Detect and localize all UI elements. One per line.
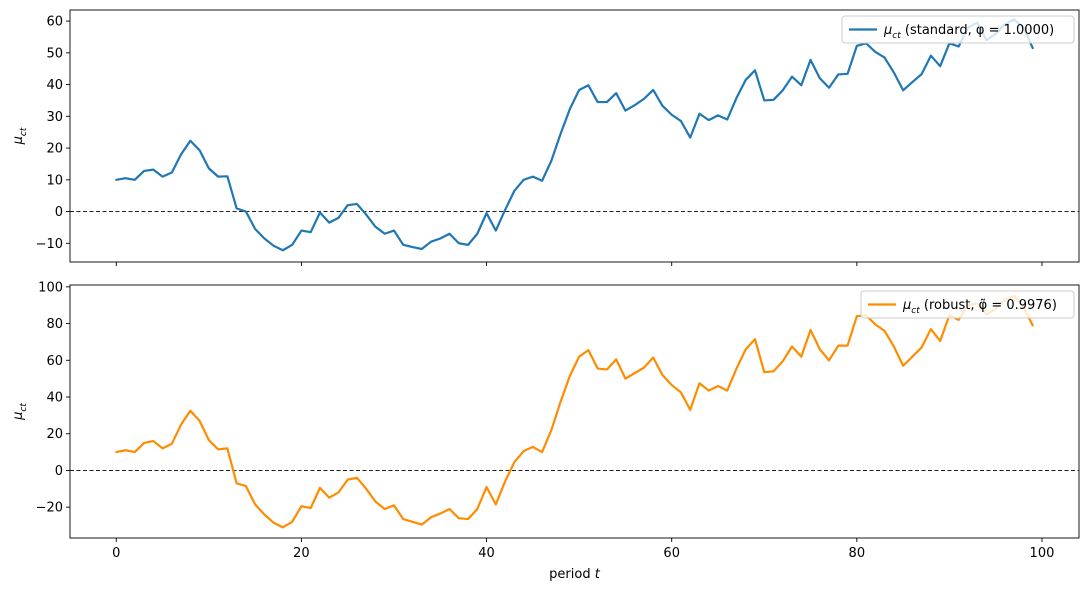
x-tick-label: 20: [293, 546, 310, 561]
axes-frame: [69, 9, 1080, 263]
y-tick-label: 50: [46, 46, 63, 61]
x-tick-label: 80: [849, 546, 866, 561]
legend: μct (robust, φ̃ = 0.9976): [860, 290, 1075, 319]
series-line-0: [115, 294, 1034, 529]
legend: μct (standard, φ = 1.0000): [841, 15, 1075, 44]
y-tick-label: 40: [46, 78, 63, 93]
y-tick-label: 30: [46, 110, 63, 125]
y-tick-label: 60: [46, 15, 63, 30]
legend-box: [860, 290, 1075, 319]
y-tick-label: 0: [55, 205, 63, 220]
x-axis-label: period t: [549, 567, 601, 582]
y-tick-label: 40: [46, 390, 63, 405]
bottom-panel: −20 0 20 40 60 80 100 0 20 40 60 80 100 μct period t μc…: [11, 280, 1080, 582]
y-tick-label: 60: [46, 354, 63, 369]
y-tick-label: 0: [55, 464, 63, 479]
x-tick-label: 40: [478, 546, 495, 561]
y-tick-label: −20: [36, 501, 63, 516]
y-axis-label: μct: [11, 403, 29, 421]
legend-entry-0: μct (standard, φ = 1.0000): [883, 23, 1054, 41]
y-tick-label: 100: [38, 280, 63, 295]
x-tick-label: 0: [112, 546, 120, 561]
x-tick-label: 60: [663, 546, 680, 561]
axes-frame: [69, 284, 1080, 539]
legend-entry-0: μct (robust, φ̃ = 0.9976): [902, 298, 1057, 316]
y-tick-label: 10: [46, 173, 63, 188]
y-axis-label: μct: [11, 127, 29, 145]
y-tick-label: −10: [36, 237, 63, 252]
y-tick-label: 80: [46, 317, 63, 332]
top-panel: −10 0 10 20 30 40 50 60 μct μct (standard, φ = 1.…: [11, 9, 1080, 266]
y-tick-label: 20: [46, 142, 63, 157]
legend-box: [841, 15, 1075, 44]
series-line-0: [115, 18, 1034, 252]
y-tick-label: 20: [46, 427, 63, 442]
x-tick-label: 100: [1030, 546, 1055, 561]
